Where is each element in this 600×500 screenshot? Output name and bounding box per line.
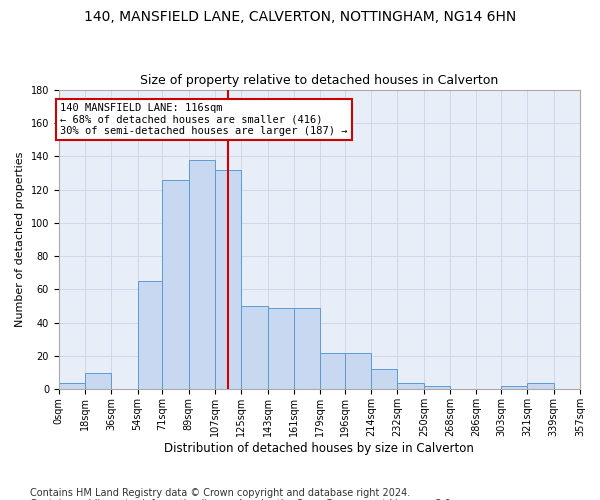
Title: Size of property relative to detached houses in Calverton: Size of property relative to detached ho… bbox=[140, 74, 499, 87]
Bar bbox=[424, 386, 450, 390]
X-axis label: Distribution of detached houses by size in Calverton: Distribution of detached houses by size … bbox=[164, 442, 475, 455]
Bar bbox=[59, 383, 85, 390]
Bar bbox=[397, 383, 424, 390]
Bar bbox=[137, 281, 163, 390]
Bar bbox=[163, 180, 189, 390]
Bar bbox=[241, 306, 268, 390]
Text: 140 MANSFIELD LANE: 116sqm
← 68% of detached houses are smaller (416)
30% of sem: 140 MANSFIELD LANE: 116sqm ← 68% of deta… bbox=[60, 103, 348, 136]
Bar bbox=[345, 353, 371, 390]
Text: Contains public sector information licensed under the Open Government Licence v3: Contains public sector information licen… bbox=[30, 499, 454, 500]
Bar bbox=[268, 308, 294, 390]
Bar bbox=[215, 170, 241, 390]
Bar bbox=[189, 160, 215, 390]
Text: Contains HM Land Registry data © Crown copyright and database right 2024.: Contains HM Land Registry data © Crown c… bbox=[30, 488, 410, 498]
Bar bbox=[527, 383, 554, 390]
Bar bbox=[371, 370, 397, 390]
Bar bbox=[85, 373, 112, 390]
Bar bbox=[320, 353, 345, 390]
Bar bbox=[294, 308, 320, 390]
Y-axis label: Number of detached properties: Number of detached properties bbox=[15, 152, 25, 327]
Text: 140, MANSFIELD LANE, CALVERTON, NOTTINGHAM, NG14 6HN: 140, MANSFIELD LANE, CALVERTON, NOTTINGH… bbox=[84, 10, 516, 24]
Bar bbox=[501, 386, 527, 390]
